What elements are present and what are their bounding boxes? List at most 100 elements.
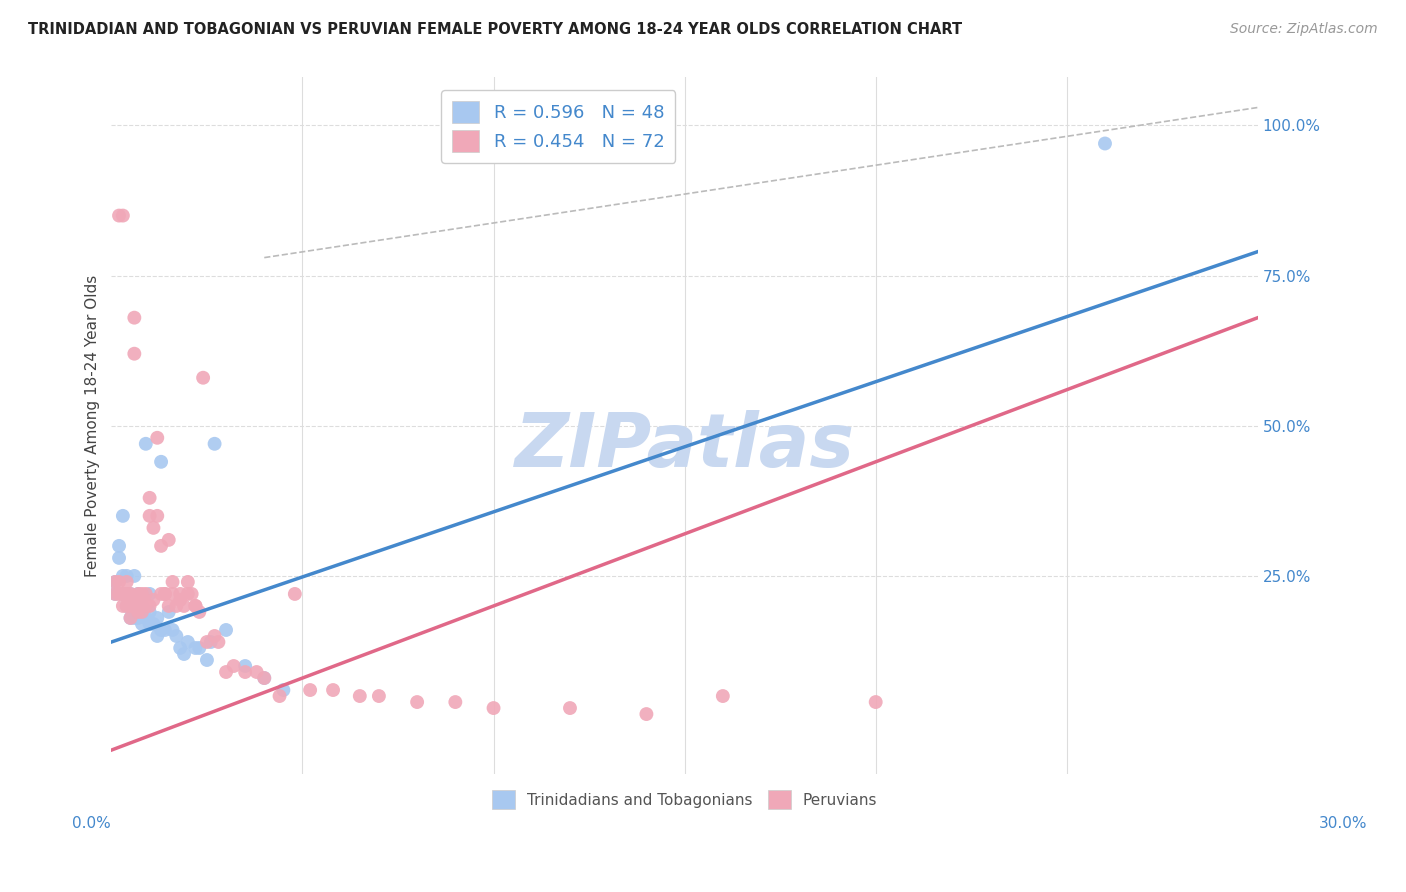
Point <box>127 587 149 601</box>
Point <box>169 587 191 601</box>
Point <box>115 599 138 613</box>
Point <box>146 611 169 625</box>
Point <box>131 605 153 619</box>
Point <box>191 370 214 384</box>
Point <box>153 623 176 637</box>
Point <box>124 599 146 613</box>
Point <box>153 587 176 601</box>
Point <box>153 587 176 601</box>
Point <box>104 587 127 601</box>
Point <box>246 665 269 679</box>
Point <box>269 689 291 703</box>
Point <box>1094 136 1116 151</box>
Point <box>162 587 184 601</box>
Point <box>188 640 211 655</box>
Point <box>233 665 256 679</box>
Point <box>111 587 134 601</box>
Point <box>115 569 138 583</box>
Point <box>207 635 229 649</box>
Point <box>120 587 142 601</box>
Point <box>135 599 157 613</box>
Point <box>120 599 142 613</box>
Point <box>131 599 153 613</box>
Point <box>120 599 142 613</box>
Point <box>104 574 127 589</box>
Point <box>711 689 734 703</box>
Point <box>111 599 134 613</box>
Point <box>138 587 160 601</box>
Point <box>127 605 149 619</box>
Point <box>120 587 142 601</box>
Point <box>165 629 187 643</box>
Point <box>120 611 142 625</box>
Point <box>111 587 134 601</box>
Point <box>142 617 165 632</box>
Point <box>184 599 207 613</box>
Point <box>349 689 371 703</box>
Text: Source: ZipAtlas.com: Source: ZipAtlas.com <box>1230 22 1378 37</box>
Point <box>204 629 226 643</box>
Point <box>108 574 131 589</box>
Point <box>157 533 180 547</box>
Point <box>184 640 207 655</box>
Point <box>636 707 658 722</box>
Point <box>138 508 160 523</box>
Text: 0.0%: 0.0% <box>72 816 111 831</box>
Point <box>184 599 207 613</box>
Point <box>169 640 191 655</box>
Point <box>131 617 153 632</box>
Point <box>127 605 149 619</box>
Point <box>142 521 165 535</box>
Point <box>299 683 322 698</box>
Point <box>146 431 169 445</box>
Point <box>135 611 157 625</box>
Point <box>150 455 173 469</box>
Point <box>104 587 127 601</box>
Point <box>138 617 160 632</box>
Point <box>482 701 505 715</box>
Point <box>273 683 295 698</box>
Point <box>406 695 429 709</box>
Point <box>162 574 184 589</box>
Y-axis label: Female Poverty Among 18-24 Year Olds: Female Poverty Among 18-24 Year Olds <box>86 275 100 577</box>
Point <box>138 605 160 619</box>
Point <box>127 587 149 601</box>
Point <box>157 605 180 619</box>
Point <box>233 659 256 673</box>
Point <box>127 593 149 607</box>
Point <box>322 683 344 698</box>
Point <box>173 599 195 613</box>
Point <box>215 665 238 679</box>
Point <box>177 574 200 589</box>
Point <box>115 587 138 601</box>
Point <box>284 587 307 601</box>
Point <box>108 550 131 565</box>
Point <box>146 629 169 643</box>
Point <box>367 689 389 703</box>
Point <box>195 635 218 649</box>
Point <box>135 437 157 451</box>
Text: TRINIDADIAN AND TOBAGONIAN VS PERUVIAN FEMALE POVERTY AMONG 18-24 YEAR OLDS CORR: TRINIDADIAN AND TOBAGONIAN VS PERUVIAN F… <box>28 22 962 37</box>
Point <box>108 587 131 601</box>
Point <box>131 599 153 613</box>
Point <box>115 587 138 601</box>
Point <box>124 310 146 325</box>
Point <box>111 209 134 223</box>
Point <box>120 611 142 625</box>
Point <box>195 653 218 667</box>
Point <box>177 635 200 649</box>
Point <box>253 671 276 685</box>
Point <box>124 599 146 613</box>
Point <box>180 587 202 601</box>
Point <box>204 437 226 451</box>
Point <box>124 347 146 361</box>
Point <box>104 574 127 589</box>
Point <box>177 587 200 601</box>
Point <box>124 569 146 583</box>
Point <box>150 587 173 601</box>
Point <box>124 611 146 625</box>
Point <box>127 611 149 625</box>
Point <box>138 491 160 505</box>
Point <box>215 623 238 637</box>
Point <box>135 587 157 601</box>
